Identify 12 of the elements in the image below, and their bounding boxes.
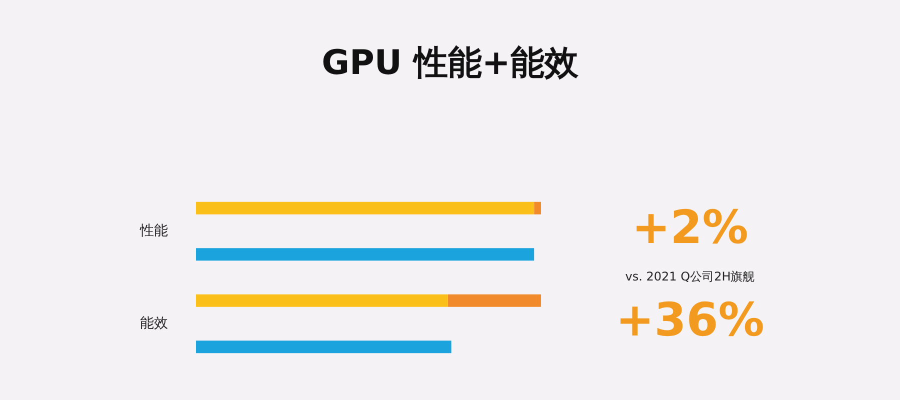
bar	[196, 248, 534, 261]
text: +36%	[616, 292, 764, 347]
text: +2%	[632, 200, 748, 254]
text: vs. 2021 Q公司2H旗舰	[625, 270, 755, 284]
bar	[196, 294, 448, 307]
bar	[196, 202, 534, 214]
bar	[196, 340, 452, 354]
chart-title: GPU 性能+能效	[320, 42, 580, 85]
bar	[448, 294, 541, 307]
y-tick-label: 性能	[139, 222, 168, 239]
y-tick-label: 能效	[140, 315, 168, 332]
bar	[534, 202, 541, 214]
